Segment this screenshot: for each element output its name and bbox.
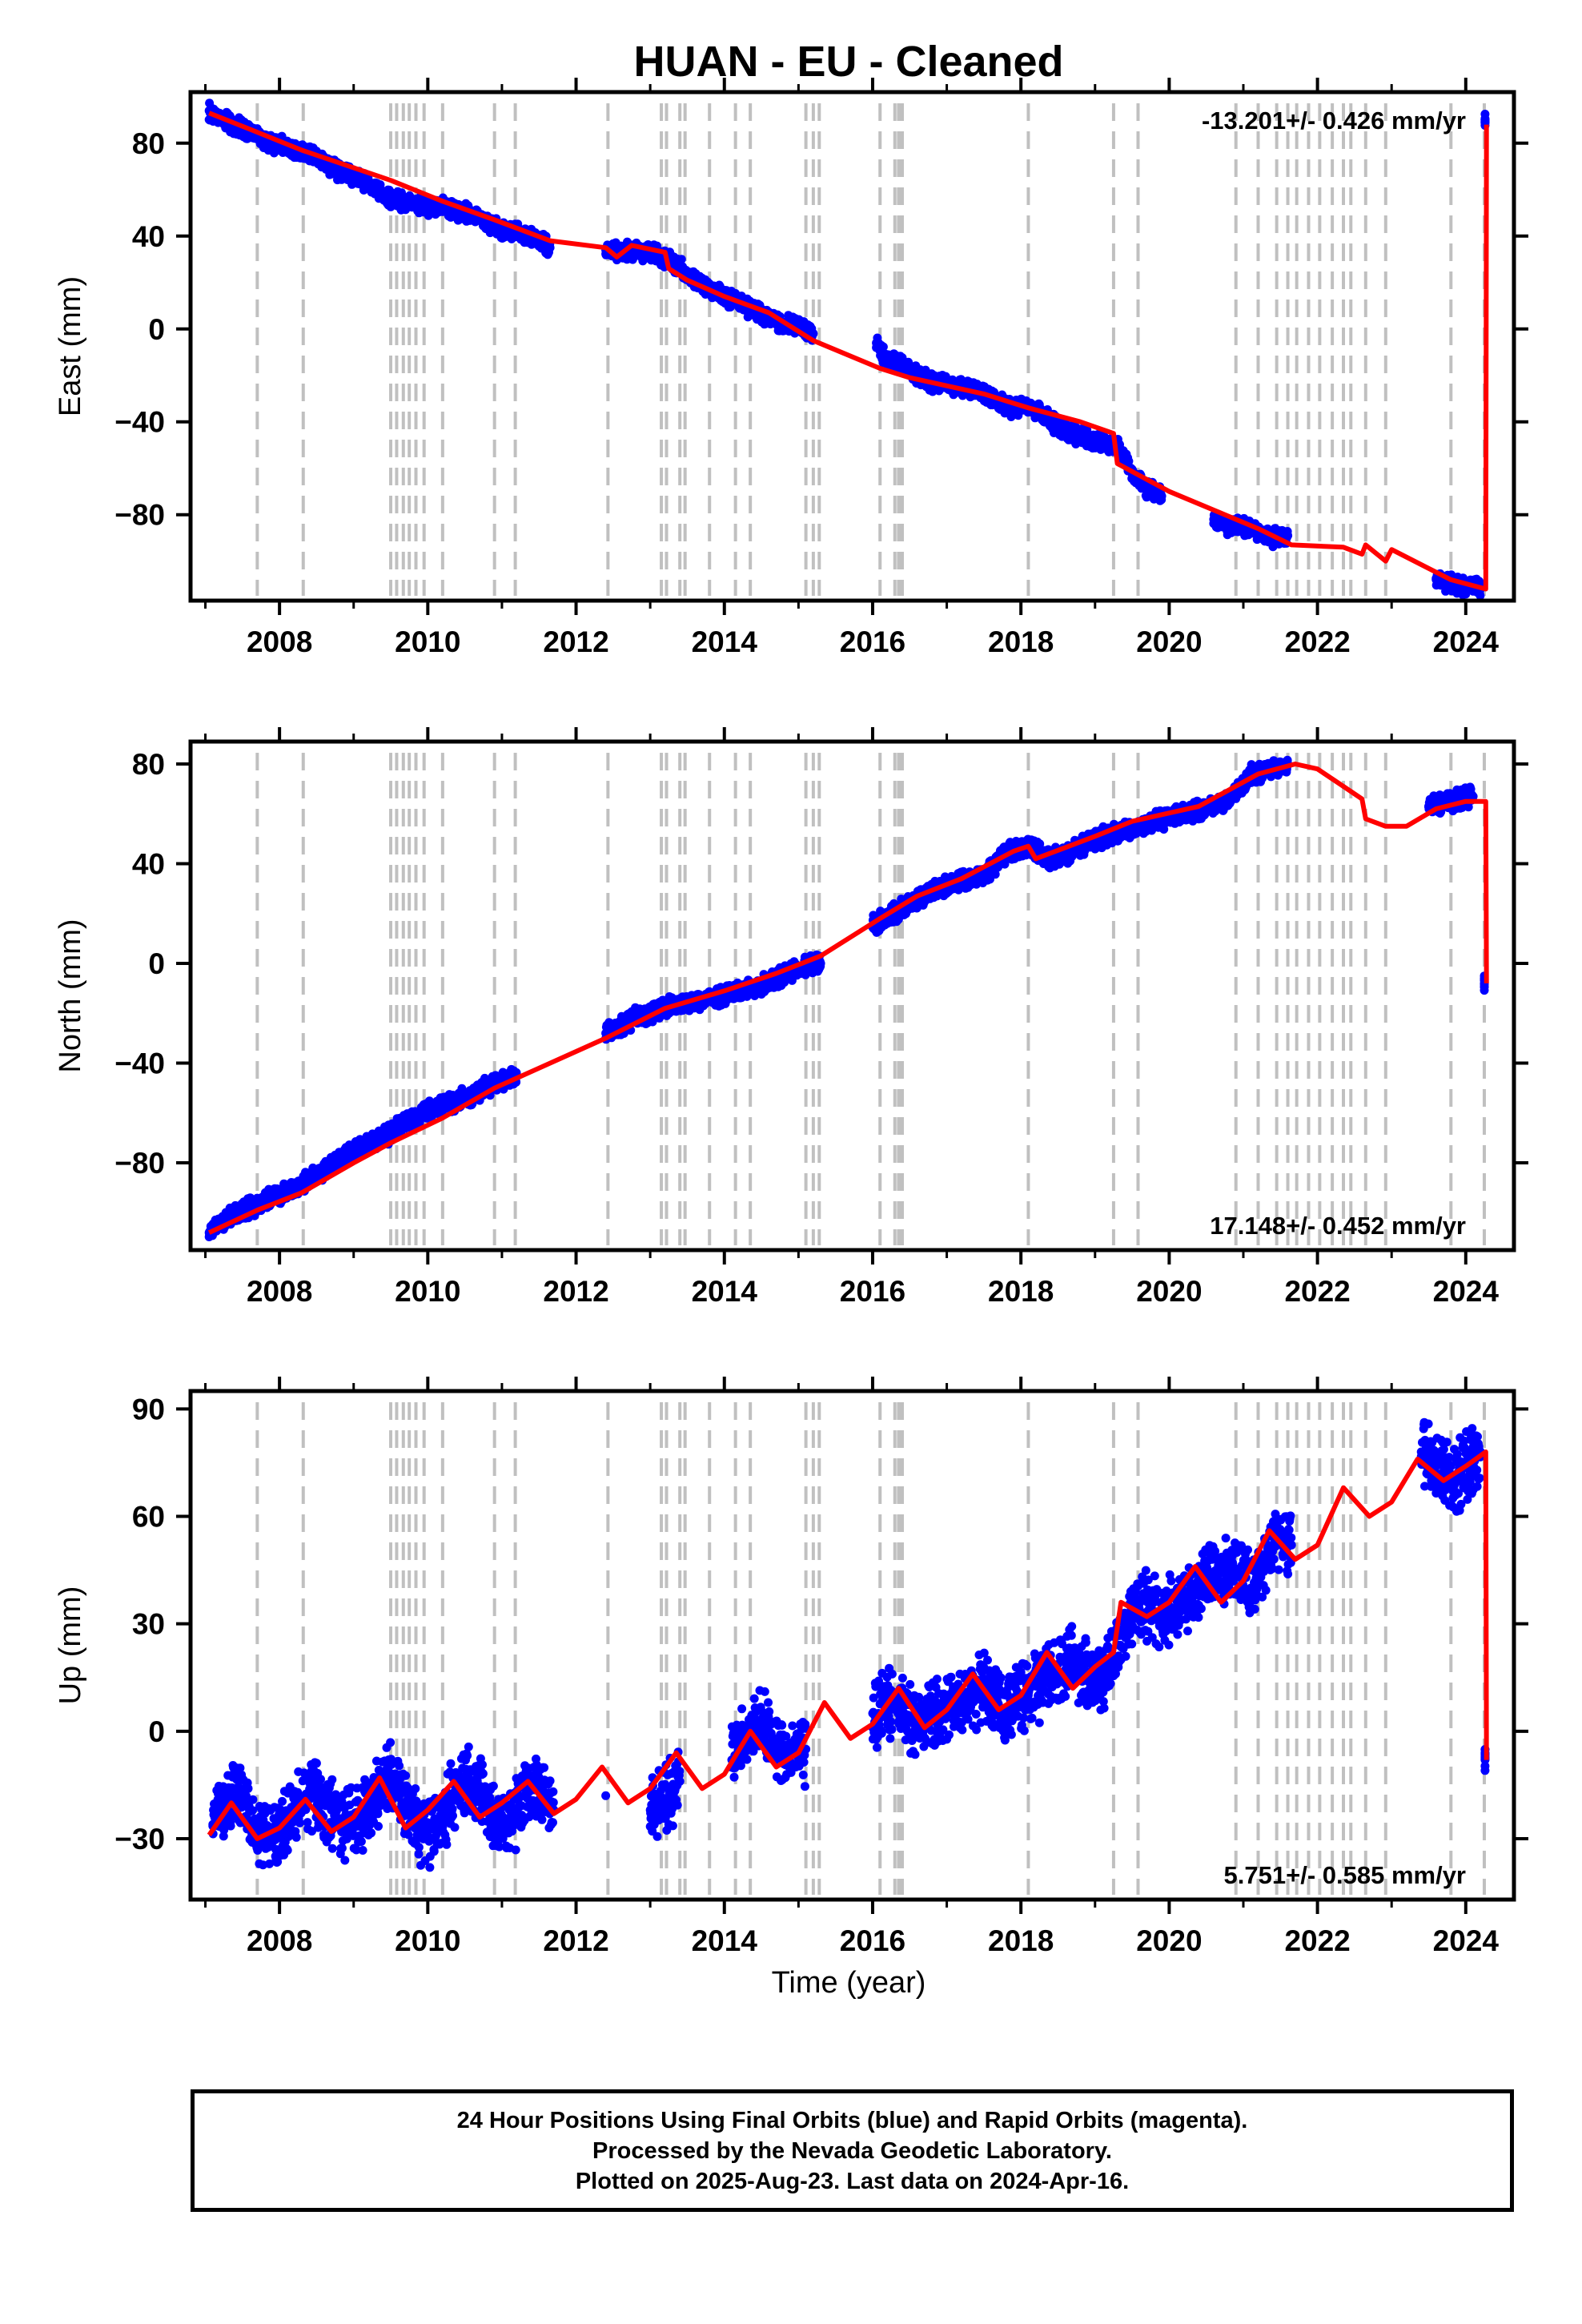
east-obs-point [349, 171, 359, 180]
east-y-tick-label: −80 [114, 499, 165, 532]
east-obs-point [334, 167, 343, 176]
east-obs-point [393, 196, 403, 206]
east-obs-point [1283, 531, 1293, 541]
north-panel: 2008 2010 2012 2014 2016 2018 2020 2022 2024−80−… [54, 727, 1528, 1308]
east-plot-frame [188, 90, 1516, 603]
east-obs-point [1068, 428, 1078, 438]
east-obs-point [423, 201, 432, 211]
east-obs-point [1431, 575, 1441, 585]
east-rate-label: -13.201+/- 0.426 mm/yr [1202, 107, 1466, 135]
east-obs-point [897, 361, 907, 371]
north-step-lines [255, 753, 1486, 1245]
east-x-tick-label: 2022 [1284, 625, 1350, 658]
east-obs-point [1224, 521, 1233, 531]
east-x-tick-label: 2010 [395, 625, 460, 658]
east-obs-point [1480, 115, 1490, 125]
east-obs-point [1054, 422, 1062, 431]
east-y-tick-label: 80 [132, 127, 165, 160]
east-obs-point [1098, 438, 1107, 448]
east-x-tick-label: 2024 [1433, 625, 1500, 658]
north-observations [204, 755, 1489, 1241]
east-obs-point [1142, 485, 1152, 494]
east-y-tick-label: 0 [148, 313, 165, 346]
east-model-line [208, 111, 1489, 592]
east-obs-point [677, 255, 686, 264]
east-y-tick-label: −40 [114, 406, 165, 439]
figure-title: HUAN - EU - Cleaned [633, 38, 1063, 86]
east-obs-point [408, 199, 418, 208]
east-panel: 2008 2010 2012 2014 2016 2018 2020 2022 2024 −80 −… [54, 78, 1528, 658]
east-obs-point [883, 354, 892, 364]
east-obs-point [545, 243, 555, 252]
east-y-tick-label: 40 [132, 220, 165, 253]
east-x-tick-label: 2014 [692, 625, 758, 658]
east-x-tick-label: 2018 [988, 625, 1054, 658]
east-x-tick-label: 2012 [543, 625, 608, 658]
east-obs-point [872, 338, 881, 348]
east-step-lines [255, 103, 1486, 596]
east-obs-point [363, 180, 373, 190]
east-y-axis-label: East (mm) [54, 276, 87, 416]
east-obs-point [382, 192, 391, 201]
east-x-tick-label: 2020 [1136, 625, 1202, 658]
east-obs-point [1209, 515, 1219, 524]
east-x-tick-label: 2016 [840, 625, 905, 658]
east-obs-point [1083, 436, 1092, 445]
east-x-tick-label: 2008 [247, 625, 312, 658]
east-obs-point [1157, 492, 1166, 501]
